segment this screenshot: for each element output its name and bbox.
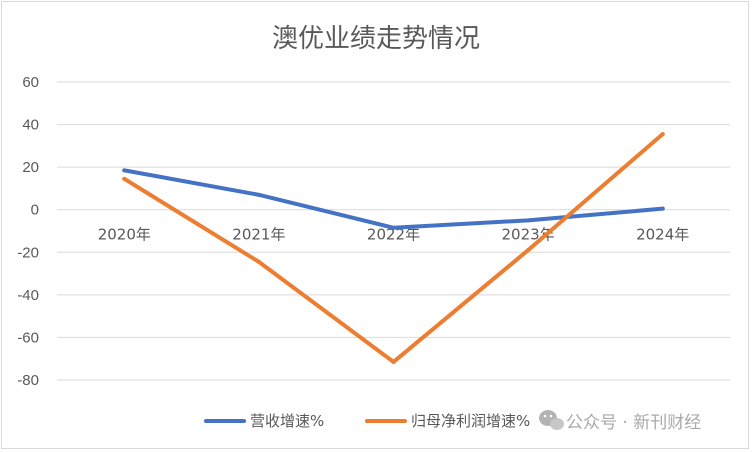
y-tick-label: -20 [17,244,39,261]
series-line-1 [122,132,665,364]
data-point [122,168,127,173]
data-point [660,132,665,137]
y-tick-label: -80 [17,372,39,389]
data-point [526,218,531,223]
x-category-label: 2020年 [98,226,151,244]
y-axis-ticks: 60 40 20 0 -20 -40 -60 -80 [17,74,39,389]
data-point [122,176,127,181]
y-tick-label: -40 [17,287,39,304]
watermark: 公众号 · 新刊财经 [539,410,701,433]
data-point [391,359,396,364]
wechat-icon [539,410,564,430]
x-axis-categories: 2020年 2021年 2022年 2023年 2024年 [98,226,690,244]
watermark-text: 公众号 · 新刊财经 [566,413,701,433]
data-point [526,248,531,253]
series-line-0 [122,168,665,230]
x-category-label: 2021年 [232,226,285,244]
legend-label-net-profit: 归母净利润增速% [411,412,530,430]
legend: 营收增速% 归母净利润增速% [204,412,530,430]
data-point [256,192,261,197]
gridlines [57,81,730,381]
data-point [660,206,665,211]
data-point [391,225,396,230]
chart-title: 澳优业绩走势情况 [272,24,480,54]
y-tick-label: 0 [31,202,39,219]
y-tick-label: -60 [17,329,39,346]
y-tick-label: 20 [22,159,39,176]
y-tick-label: 40 [22,117,39,134]
legend-label-revenue: 营收增速% [250,412,324,430]
x-category-label: 2024年 [636,226,689,244]
data-point [256,259,261,264]
series-lines [122,132,665,364]
x-category-label: 2022年 [367,226,420,244]
y-tick-label: 60 [22,74,39,91]
